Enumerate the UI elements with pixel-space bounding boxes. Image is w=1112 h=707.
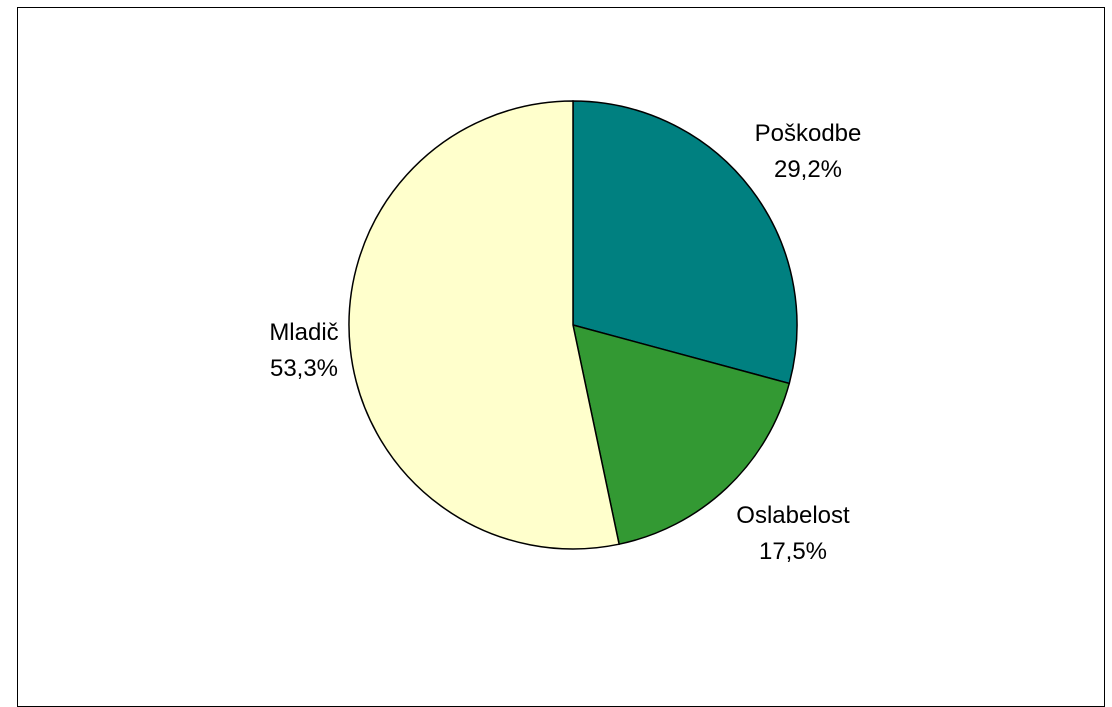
slice-percent: 17,5% bbox=[759, 538, 827, 565]
slice-name: Poškodbe bbox=[755, 120, 862, 147]
slice-percent: 29,2% bbox=[774, 156, 842, 183]
pie-slice-2 bbox=[572, 323, 791, 546]
pie-slice-1 bbox=[572, 100, 798, 385]
pie-slices bbox=[348, 100, 798, 550]
slice-percent: 53,3% bbox=[270, 355, 338, 382]
slice-name: Mladič bbox=[269, 319, 338, 346]
slice-name: Oslabelost bbox=[736, 502, 850, 529]
pie-labels: Poškodbe 29,2% Oslabelost 17,5% Mladič 53,3% bbox=[269, 120, 861, 565]
slice-label-3: Mladič 53,3% bbox=[269, 319, 338, 382]
pie-chart: Poškodbe 29,2% Oslabelost 17,5% Mladič 53,3% bbox=[269, 100, 861, 565]
slice-label-2: Oslabelost 17,5% bbox=[736, 502, 850, 565]
slice-label-1: Poškodbe 29,2% bbox=[755, 120, 862, 183]
pie-slice-3 bbox=[348, 100, 620, 550]
